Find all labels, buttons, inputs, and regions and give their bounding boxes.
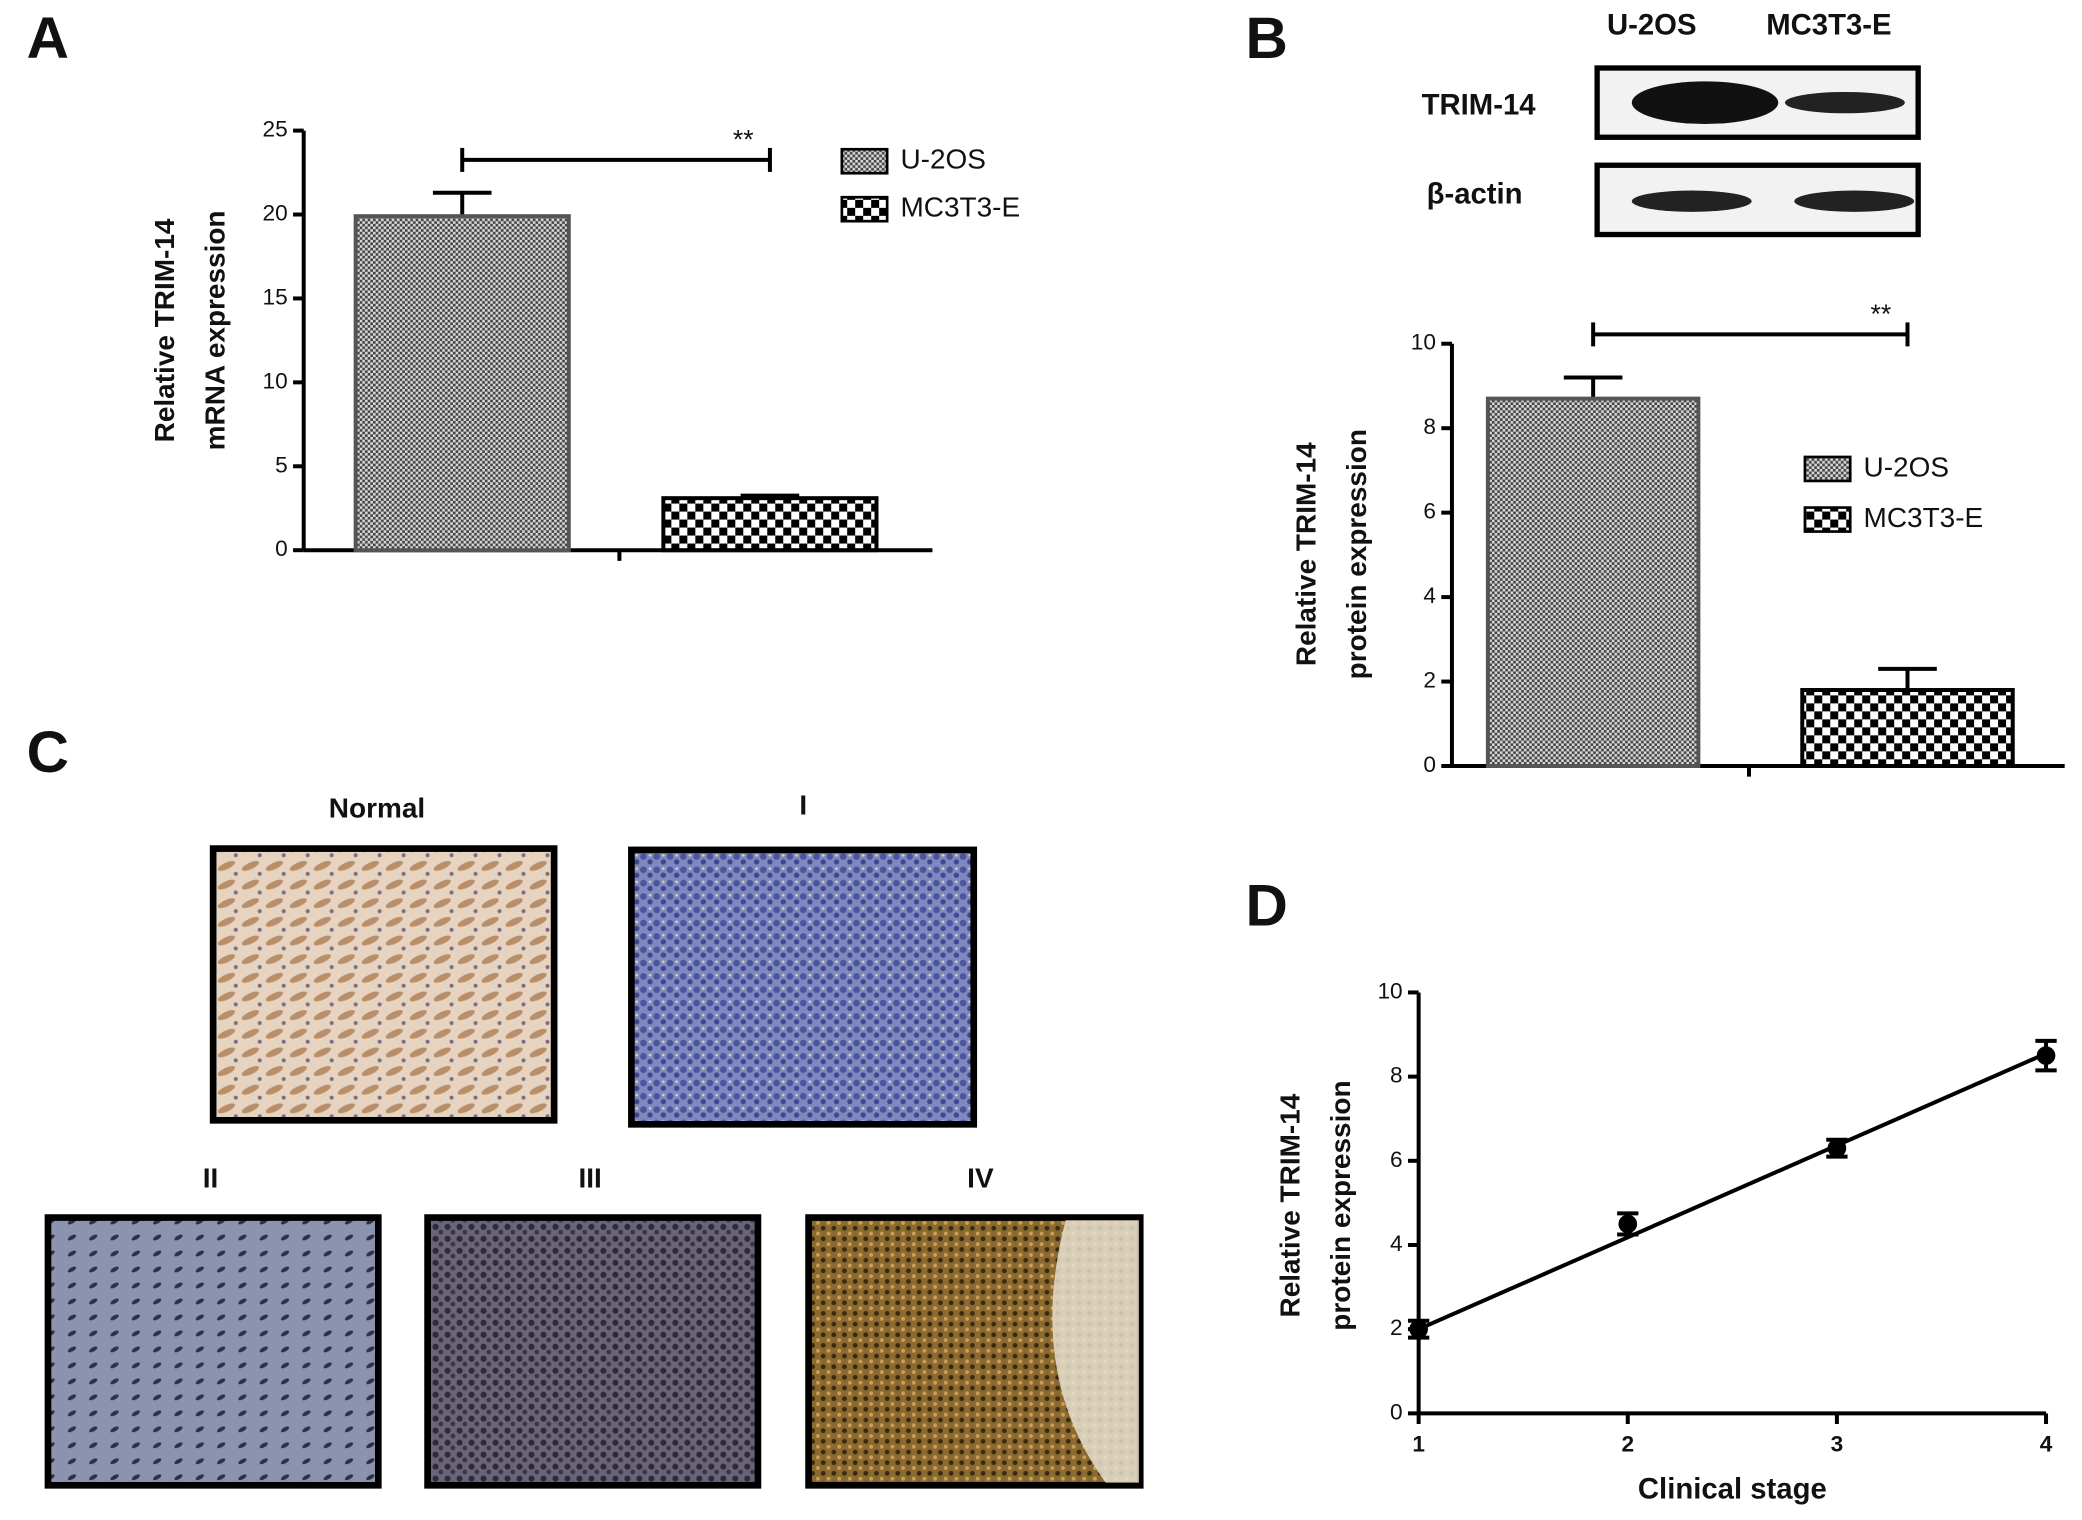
blot-row: β-actin (1427, 178, 1523, 211)
point (1827, 1138, 1847, 1158)
y-tick-label: 8 (1423, 414, 1436, 439)
y-axis-label: protein expression (1341, 429, 1372, 679)
legend-swatch (1803, 455, 1852, 483)
ihc-image (424, 1214, 762, 1489)
blot-column: U-2OS (1607, 8, 1697, 41)
ihc-image (628, 846, 978, 1128)
ihc-label: Normal (329, 792, 425, 823)
y-axis-label: protein expression (1325, 1080, 1356, 1330)
significance-label: ** (733, 124, 754, 154)
y-tick-label: 10 (263, 368, 288, 393)
ihc-image (44, 1214, 382, 1489)
y-tick-label: 4 (1390, 1231, 1403, 1256)
trend-line (1417, 1051, 2047, 1332)
blot-band (1794, 190, 1915, 212)
y-tick-label: 0 (275, 536, 288, 561)
y-tick-label: 15 (263, 284, 288, 309)
legend-label: U-2OS (1864, 451, 1949, 482)
y-tick-label: 6 (1423, 499, 1436, 524)
y-tick-label: 2 (1390, 1315, 1403, 1340)
y-tick-label: 8 (1390, 1063, 1403, 1088)
legend-swatch (840, 147, 889, 175)
blot-band (1631, 190, 1752, 212)
legend-label: MC3T3-E (1864, 502, 1984, 533)
blot-column: MC3T3-E (1766, 8, 1891, 41)
y-tick-label: 0 (1390, 1399, 1403, 1424)
ihc-region (1052, 1220, 1139, 1483)
ihc-image (209, 845, 558, 1124)
ihc-label: IV (967, 1163, 994, 1194)
legend-label: U-2OS (900, 144, 985, 175)
ihc-label: I (799, 790, 807, 821)
x-tick-label: 4 (2040, 1431, 2053, 1456)
y-axis-label: mRNA expression (200, 210, 231, 450)
bar (661, 496, 879, 553)
legend-swatch (840, 195, 889, 223)
legend-swatch (1803, 506, 1852, 533)
bar (1485, 396, 1701, 768)
x-tick-label: 3 (1831, 1431, 1844, 1456)
x-tick-label: 1 (1412, 1431, 1425, 1456)
y-tick-label: 0 (1423, 752, 1436, 777)
blot-row: TRIM-14 (1422, 88, 1537, 121)
y-axis-label: Relative TRIM-14 (1274, 1093, 1305, 1317)
panel-label: B (1245, 6, 1287, 71)
significance-label: ** (1870, 299, 1891, 329)
y-tick-label: 25 (263, 117, 288, 142)
ihc-label: III (578, 1163, 601, 1194)
point (1618, 1214, 1638, 1234)
y-tick-label: 6 (1390, 1147, 1403, 1172)
bar (353, 214, 571, 553)
x-axis-label: Clinical stage (1638, 1472, 1827, 1505)
bar (1800, 687, 2015, 768)
y-axis-label: Relative TRIM-14 (149, 218, 180, 442)
panel-label: C (27, 720, 69, 785)
point (1409, 1319, 1428, 1339)
panel-label: A (27, 6, 69, 71)
blot-band (1631, 81, 1779, 124)
y-tick-label: 5 (275, 452, 288, 477)
y-tick-label: 2 (1423, 668, 1436, 693)
panel-label: D (1245, 873, 1287, 938)
y-tick-label: 10 (1411, 330, 1436, 355)
y-axis-label: Relative TRIM-14 (1290, 442, 1321, 666)
legend-label: MC3T3-E (900, 192, 1020, 223)
y-tick-label: 4 (1423, 583, 1436, 608)
blot-band (1784, 91, 1905, 114)
x-tick-label: 2 (1621, 1431, 1634, 1456)
y-tick-label: 20 (263, 201, 288, 226)
ihc-label: II (203, 1163, 219, 1194)
point (2036, 1046, 2056, 1065)
y-tick-label: 10 (1377, 978, 1402, 1003)
